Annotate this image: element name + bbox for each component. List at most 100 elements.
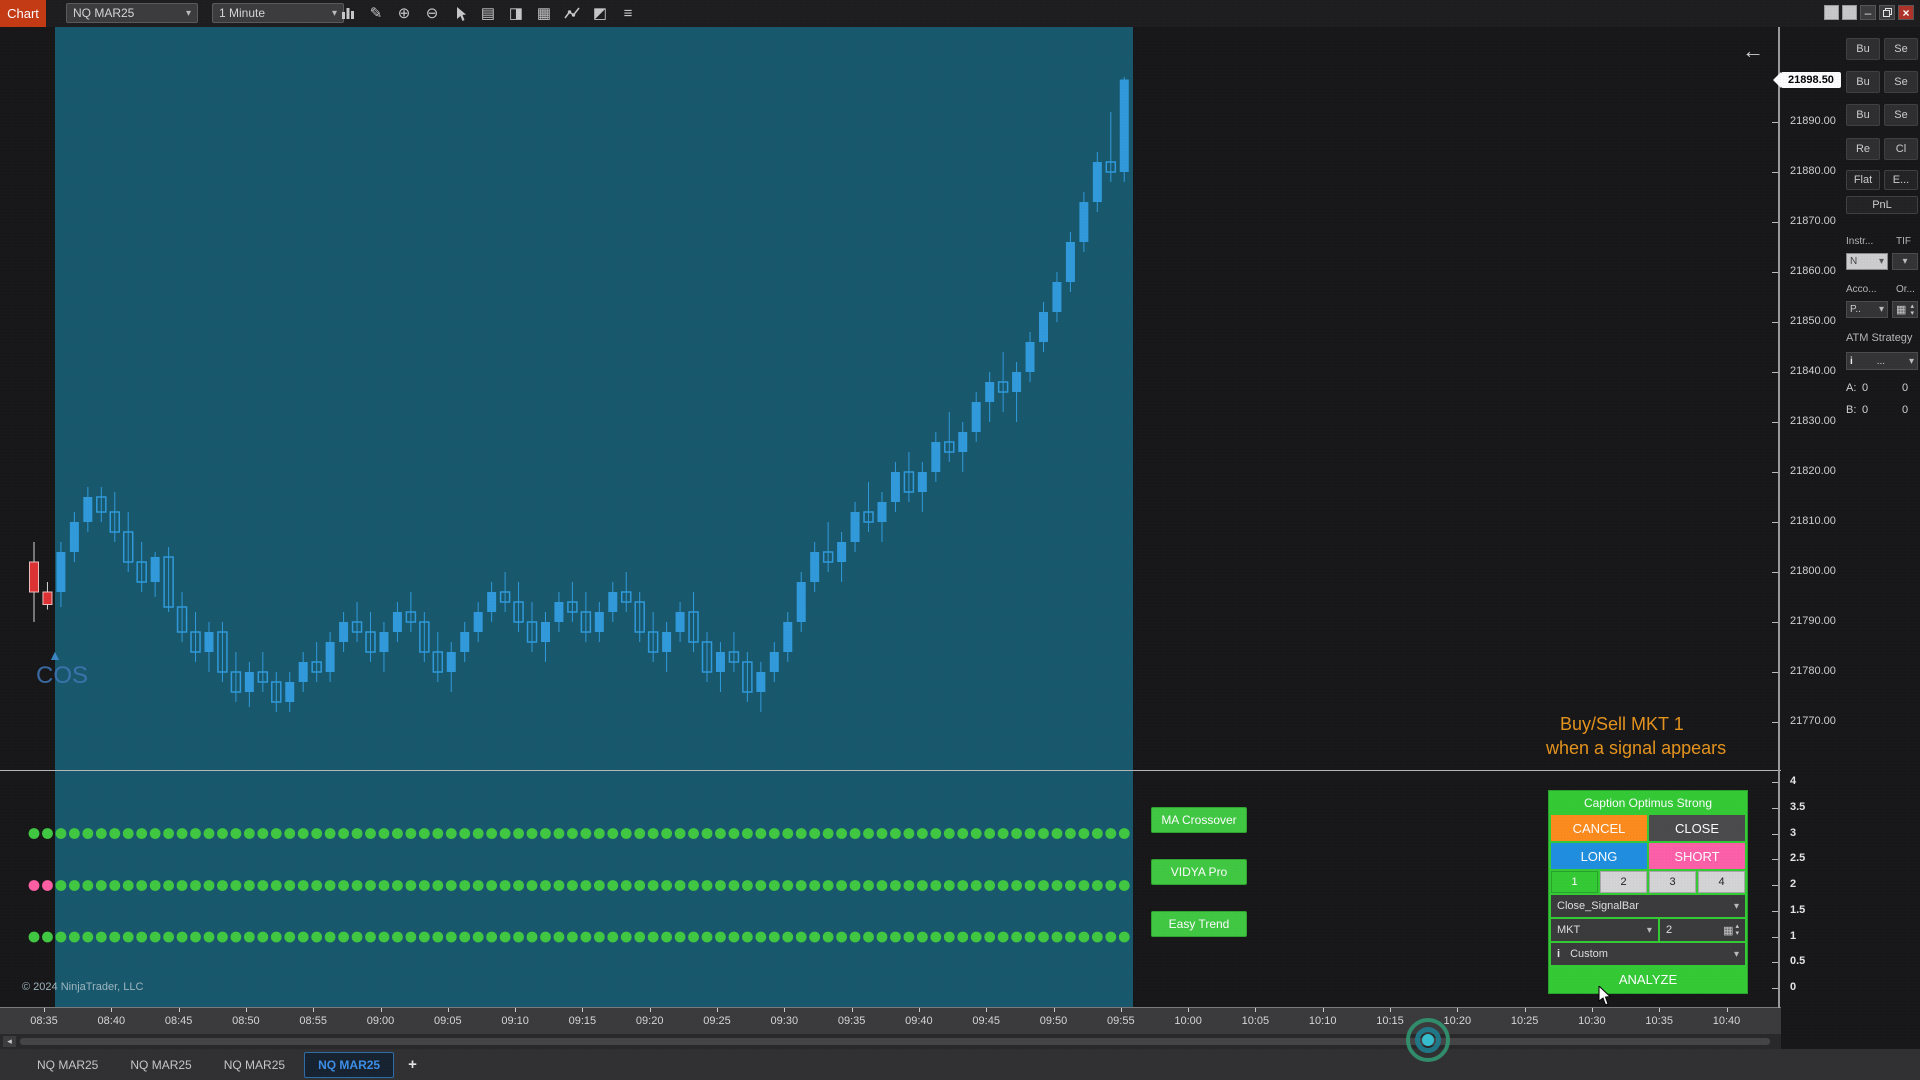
analyze-button[interactable]: ANALYZE bbox=[1551, 967, 1745, 991]
time-axis-tick bbox=[1524, 1008, 1526, 1012]
copyright-text: © 2024 NinjaTrader, LLC bbox=[22, 981, 144, 993]
exit-button[interactable]: E... bbox=[1884, 170, 1918, 190]
sell-button[interactable]: Se bbox=[1884, 104, 1918, 126]
calculator-icon[interactable]: ▦ bbox=[1723, 924, 1734, 937]
time-axis-tick bbox=[447, 1008, 449, 1012]
indicator-axis-label: 3 bbox=[1790, 826, 1797, 839]
long-button[interactable]: LONG bbox=[1551, 843, 1647, 869]
drawing-tools-icon[interactable]: ✎ bbox=[369, 5, 383, 22]
qty-button-3[interactable]: 3 bbox=[1649, 871, 1696, 893]
quantity-input[interactable]: 2 ▦ ▴ ▾ bbox=[1659, 919, 1745, 941]
analyzer-icon[interactable]: ◩ bbox=[592, 5, 608, 22]
indicator-axis-tick bbox=[1772, 885, 1778, 886]
horizontal-scrollbar[interactable]: ◂ bbox=[0, 1034, 1781, 1049]
tif-selector[interactable]: ▾ bbox=[1892, 253, 1918, 270]
price-axis-label: 21850.00 bbox=[1790, 315, 1836, 327]
indicators-list-icon[interactable]: ≡ bbox=[623, 4, 633, 22]
cancel-button[interactable]: CANCEL bbox=[1551, 815, 1647, 841]
qty-button-1[interactable]: 1 bbox=[1551, 871, 1598, 893]
indicator-axis-label: 2 bbox=[1790, 878, 1797, 890]
price-axis-tick bbox=[1772, 572, 1778, 573]
time-axis-tick bbox=[1322, 1008, 1324, 1012]
time-axis-label: 10:30 bbox=[1578, 1015, 1606, 1027]
scrollbar-track[interactable] bbox=[20, 1038, 1770, 1045]
time-axis-label: 10:35 bbox=[1645, 1015, 1673, 1027]
tab-nq-mar25[interactable]: NQ MAR25 bbox=[304, 1051, 395, 1078]
candlestick-chart[interactable] bbox=[0, 0, 1781, 1008]
reverse-button[interactable]: Re bbox=[1846, 138, 1880, 160]
chart-trader-icon[interactable]: ▦ bbox=[536, 5, 552, 22]
tag-icon[interactable]: ◨ bbox=[508, 5, 524, 22]
account-selector[interactable]: P.. ▾ bbox=[1846, 301, 1888, 318]
cursor-icon[interactable] bbox=[448, 2, 472, 24]
restore-button[interactable] bbox=[1879, 5, 1895, 20]
indicator-axis-tick bbox=[1772, 936, 1778, 938]
instrument-dropdown[interactable]: NQ MAR25 ▾ bbox=[66, 3, 198, 23]
quantity-stepper[interactable]: ▴ ▾ bbox=[1735, 923, 1739, 937]
chevron-down-icon: ▾ bbox=[1733, 900, 1739, 912]
tab-nq-mar25[interactable]: NQ MAR25 bbox=[130, 1057, 192, 1072]
price-axis-label: 21800.00 bbox=[1790, 565, 1836, 577]
tab-nq-mar25[interactable]: NQ MAR25 bbox=[37, 1057, 99, 1072]
price-axis-label: 21880.00 bbox=[1790, 165, 1836, 177]
cos-marker-icon: ▲ bbox=[48, 647, 62, 663]
sell-button[interactable]: Se bbox=[1884, 38, 1918, 60]
price-axis-label: 21810.00 bbox=[1790, 515, 1836, 527]
tab-nq-mar25[interactable]: NQ MAR25 bbox=[223, 1057, 286, 1072]
layout-grid-icon[interactable] bbox=[1842, 5, 1857, 20]
zoom-out-icon[interactable]: ⊖ bbox=[425, 5, 439, 22]
indicator-axis-label: 0.5 bbox=[1790, 955, 1806, 968]
buy-button[interactable]: Bu bbox=[1846, 104, 1880, 126]
zoom-in-icon[interactable]: ⊕ bbox=[397, 5, 411, 22]
indicator-badge[interactable]: MA Crossover bbox=[1151, 807, 1247, 833]
close-button[interactable]: × bbox=[1898, 5, 1914, 20]
time-axis-tick bbox=[649, 1008, 651, 1012]
template-dropdown[interactable]: i Custom ▾ bbox=[1551, 943, 1745, 965]
layout-grid-icon[interactable] bbox=[1824, 5, 1839, 20]
time-axis-tick bbox=[313, 1008, 315, 1012]
chart-menu-button[interactable]: Chart bbox=[0, 0, 46, 27]
spinner-icon[interactable]: ▴ ▾ bbox=[1910, 302, 1914, 317]
interval-dropdown[interactable]: 1 Minute ▾ bbox=[212, 3, 344, 23]
time-axis-tick bbox=[918, 1008, 920, 1012]
add-tab-button[interactable]: + bbox=[408, 1056, 417, 1073]
instrument-selector[interactable]: N ▾ bbox=[1846, 253, 1888, 270]
minimize-button[interactable]: – bbox=[1860, 5, 1876, 20]
chart-style-icon[interactable] bbox=[336, 2, 360, 24]
time-axis-label: 10:20 bbox=[1443, 1015, 1472, 1027]
time-axis-tick bbox=[111, 1008, 113, 1012]
collapse-panel-arrow[interactable]: ← bbox=[1742, 38, 1764, 63]
chevron-down-icon: ▾ bbox=[1902, 256, 1908, 267]
indicator-badge[interactable]: Easy Trend bbox=[1151, 910, 1247, 937]
time-axis-label: 10:25 bbox=[1510, 1015, 1539, 1027]
short-button[interactable]: SHORT bbox=[1649, 843, 1745, 869]
buy-button[interactable]: Bu bbox=[1846, 71, 1880, 93]
close-position-button[interactable]: Cl bbox=[1884, 138, 1918, 160]
sell-button[interactable]: Se bbox=[1884, 71, 1918, 93]
price-axis-tick bbox=[1772, 172, 1778, 173]
regression-icon[interactable] bbox=[560, 2, 584, 24]
atm-b-label: B: bbox=[1846, 404, 1857, 416]
pnl-display: PnL bbox=[1846, 196, 1918, 214]
qty-button-4[interactable]: 4 bbox=[1698, 871, 1745, 893]
time-axis-tick bbox=[245, 1008, 247, 1012]
atm-strategy-selector[interactable]: i ... ▾ bbox=[1846, 352, 1918, 370]
time-axis[interactable]: 08:35 08:40 08:45 08:50 08:55 09:00 09:05 09:10… bbox=[0, 1008, 1781, 1034]
strategy-trading-panel: Caption Optimus Strong CANCEL CLOSE LONG… bbox=[1548, 790, 1748, 994]
time-axis-tick bbox=[44, 1008, 45, 1012]
chevron-down-icon: ▾ bbox=[1878, 304, 1884, 315]
order-type-dropdown[interactable]: MKT ▾ bbox=[1551, 919, 1658, 941]
indicator-axis-tick bbox=[1772, 859, 1778, 861]
scroll-left-arrow[interactable]: ◂ bbox=[3, 1036, 16, 1047]
data-box-icon[interactable]: ▤ bbox=[480, 5, 496, 22]
strategy-dropdown[interactable]: Close_SignalBar ▾ bbox=[1551, 895, 1745, 917]
qty-button-2[interactable]: 2 bbox=[1600, 871, 1647, 893]
indicator-badge[interactable]: VIDYA Pro bbox=[1151, 859, 1247, 885]
indicator-axis-tick bbox=[1772, 910, 1778, 912]
close-button[interactable]: CLOSE bbox=[1649, 815, 1745, 841]
order-grid-button[interactable]: ▦ ▴ ▾ bbox=[1892, 301, 1918, 318]
time-axis-label: 10:15 bbox=[1376, 1015, 1404, 1027]
panel-separator[interactable] bbox=[0, 770, 1781, 771]
buy-button[interactable]: Bu bbox=[1846, 38, 1880, 60]
